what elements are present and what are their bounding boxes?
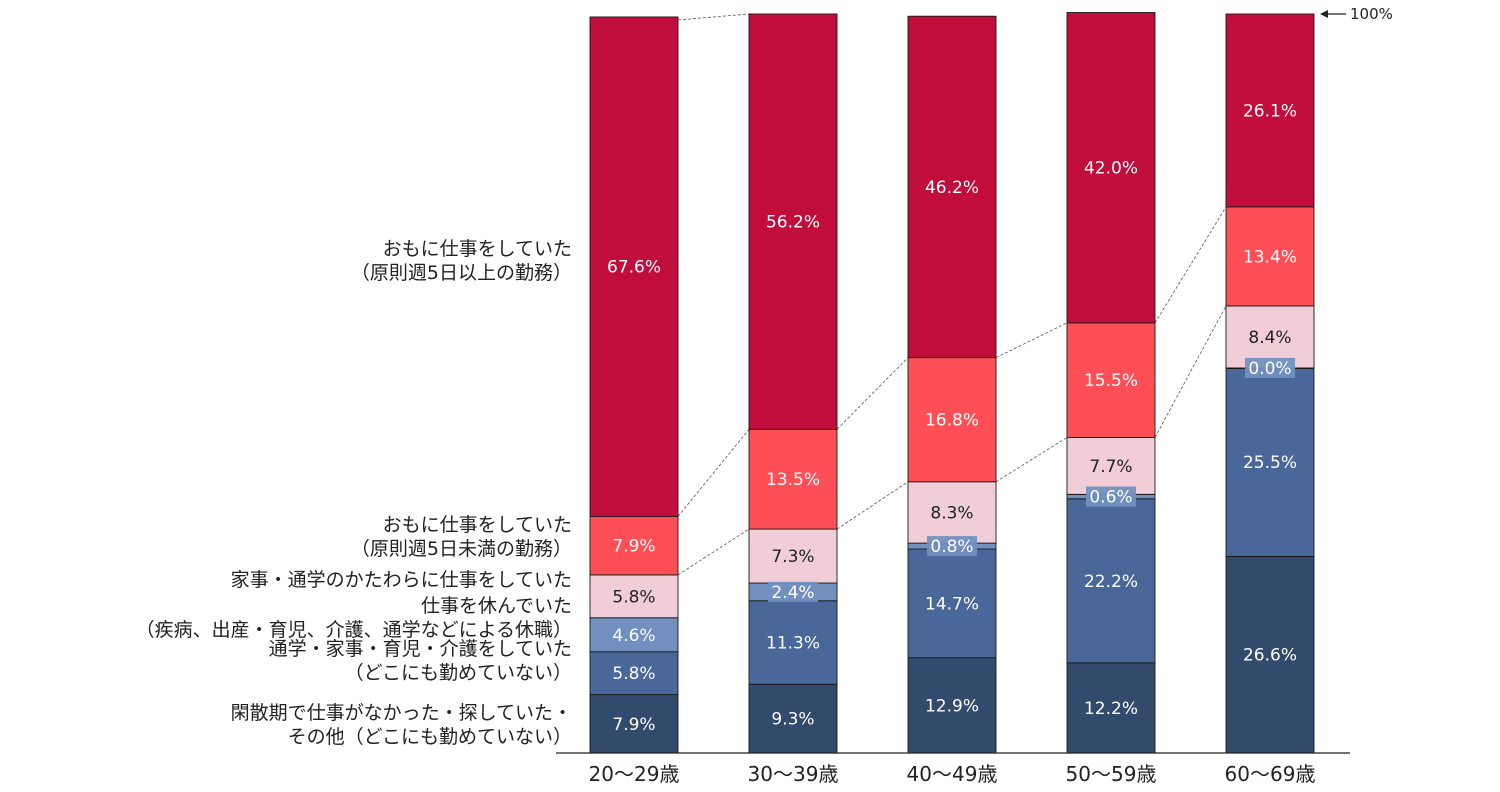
- x-tick-label: 40〜49歳: [907, 762, 998, 786]
- data-label-bg: [927, 536, 977, 557]
- legend-entry-label: 家事・通学のかたわらに仕事をしていた: [231, 569, 572, 591]
- bar-segment: [589, 516, 679, 576]
- data-label: 12.9%: [925, 696, 979, 716]
- data-label: 13.4%: [1243, 247, 1297, 267]
- data-label: 26.6%: [1243, 646, 1297, 666]
- connector-line: [836, 481, 909, 530]
- legend-entry-label: （疾病、出産・育児、介護、通学などによる休職）: [136, 619, 572, 641]
- data-label: 0.0%: [1248, 359, 1291, 379]
- bar-segment: [1066, 322, 1156, 438]
- data-label: 5.8%: [612, 587, 655, 607]
- bar-segment: [589, 16, 679, 517]
- bars-group: [589, 12, 1315, 754]
- legend-group: 閑散期で仕事がなかった・探していた・その他（どこにも勤めていない） 通学・家事・育…: [136, 238, 572, 748]
- connector-line: [677, 429, 750, 517]
- data-label: 7.3%: [771, 547, 814, 567]
- data-label: 56.2%: [766, 213, 820, 233]
- bar-segment: [589, 694, 679, 754]
- data-label: 7.9%: [612, 537, 655, 557]
- x-tick-label: 50〜59歳: [1066, 762, 1157, 786]
- connector-line: [995, 437, 1068, 483]
- data-label: 7.9%: [612, 715, 655, 735]
- data-label: 11.3%: [766, 634, 820, 654]
- x-tick-label: 30〜39歳: [748, 762, 839, 786]
- bar-segment: [1066, 12, 1156, 324]
- data-label-bg: [1086, 486, 1136, 507]
- bar-segment: [907, 548, 997, 659]
- bar-segment: [748, 13, 838, 430]
- data-label: 9.3%: [771, 710, 814, 730]
- bar-segment: [589, 574, 679, 619]
- data-label: 16.8%: [925, 411, 979, 431]
- data-label: 22.2%: [1084, 572, 1138, 592]
- data-label: 5.8%: [612, 664, 655, 684]
- data-label: 8.4%: [1248, 328, 1291, 348]
- annotation-arrow-head: [1320, 10, 1328, 18]
- legend-entry-label: （原則週5日未満の勤務）: [351, 538, 572, 560]
- connector-lines-group: [677, 13, 1227, 576]
- bar-segment: [907, 15, 997, 359]
- bar-segment: [1225, 555, 1315, 754]
- data-label: 26.1%: [1243, 101, 1297, 121]
- data-label: 8.3%: [930, 503, 973, 523]
- data-label: 4.6%: [612, 626, 655, 646]
- data-labels-group: 7.9% 5.8% 4.6% 5.8% 7.9% 67.6% 20〜29歳 9.3% 11.3%…: [589, 101, 1316, 786]
- legend-entry-label: おもに仕事をしていた: [383, 514, 572, 536]
- bar-segment: [1066, 436, 1156, 495]
- data-label: 2.4%: [771, 583, 814, 603]
- data-label-bg: [1245, 357, 1295, 378]
- bar-segment: [748, 683, 838, 754]
- legend-entry-label: 通学・家事・育児・介護をしていた: [269, 638, 572, 660]
- bar-segment: [748, 428, 838, 530]
- x-tick-label: 60〜69歳: [1225, 762, 1316, 786]
- data-label: 46.2%: [925, 178, 979, 198]
- bar-segment: [1066, 662, 1156, 754]
- connector-line: [836, 357, 909, 430]
- bar-segment: [1225, 206, 1315, 307]
- connector-line: [677, 13, 750, 21]
- bar-segment: [589, 651, 679, 696]
- legend-entry-label: （原則週5日以上の勤務）: [351, 262, 572, 284]
- legend-entry-label: その他（どこにも勤めていない）: [288, 726, 572, 748]
- data-label: 25.5%: [1243, 453, 1297, 473]
- connector-line: [995, 322, 1068, 358]
- bar-segment: [1225, 13, 1315, 208]
- connector-line: [1154, 305, 1227, 438]
- bar-segment: [907, 357, 997, 483]
- bar-segment: [907, 657, 997, 754]
- bar-segment: [1225, 305, 1315, 369]
- bar-segment: [748, 600, 838, 685]
- data-label: 13.5%: [766, 470, 820, 490]
- x-tick-label: 20〜29歳: [589, 762, 680, 786]
- legend-entry-label: 閑散期で仕事がなかった・探していた・: [231, 702, 572, 724]
- data-label: 0.8%: [930, 537, 973, 557]
- data-label: 67.6%: [607, 258, 661, 278]
- data-label: 15.5%: [1084, 371, 1138, 391]
- legend-entry-label: おもに仕事をしていた: [383, 238, 572, 260]
- annotation-label: 100%: [1350, 5, 1393, 23]
- data-label: 12.2%: [1084, 699, 1138, 719]
- data-label: 7.7%: [1089, 457, 1132, 477]
- connector-line: [677, 528, 750, 576]
- legend-entry-label: 仕事を休んでいた: [421, 595, 572, 617]
- legend-entry-label: （どこにも勤めていない）: [345, 662, 572, 684]
- data-label: 14.7%: [925, 594, 979, 614]
- data-label: 0.6%: [1089, 488, 1132, 508]
- bar-segment: [907, 481, 997, 544]
- data-label: 42.0%: [1084, 159, 1138, 179]
- bar-segment: [1066, 498, 1156, 664]
- data-label-bg: [768, 581, 818, 602]
- connector-line: [1154, 206, 1227, 324]
